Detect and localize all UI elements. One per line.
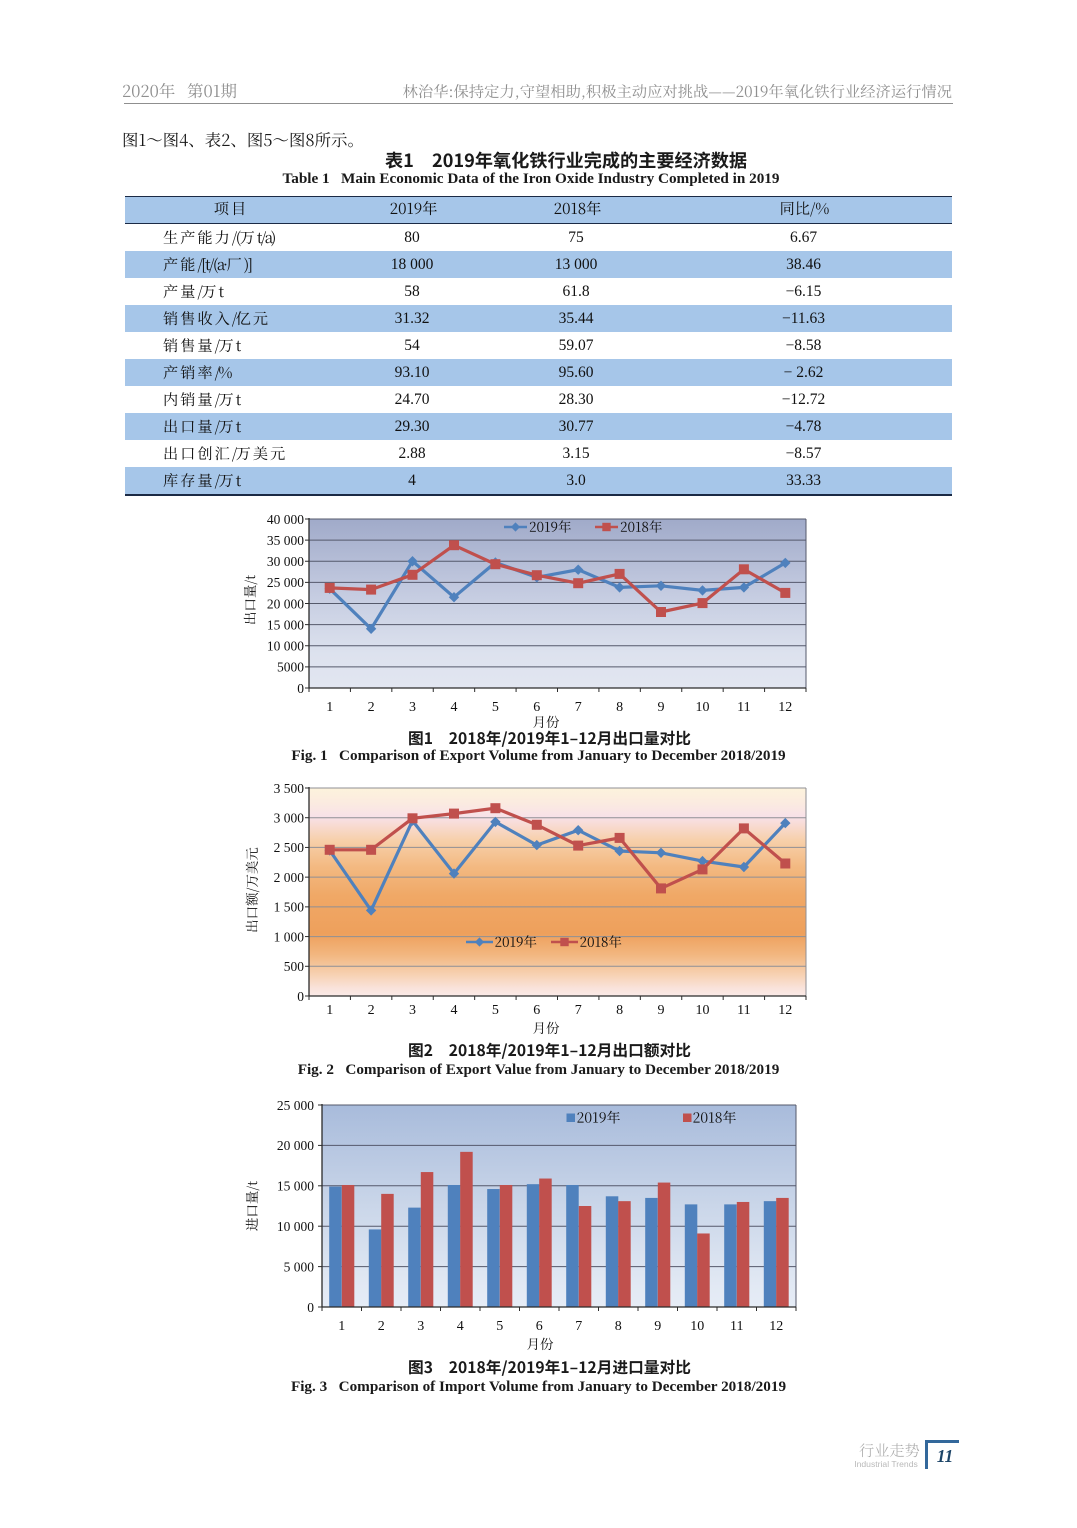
svg-text:20 000: 20 000: [267, 596, 304, 611]
svg-text:1 000: 1 000: [274, 929, 305, 944]
svg-text:11: 11: [737, 700, 750, 715]
svg-text:500: 500: [284, 959, 305, 974]
svg-text:6: 6: [533, 700, 540, 715]
svg-text:11: 11: [737, 1003, 750, 1018]
svg-text:7: 7: [575, 700, 582, 715]
svg-text:8: 8: [616, 1003, 623, 1018]
svg-text:10 000: 10 000: [267, 639, 304, 654]
svg-text:2 500: 2 500: [274, 840, 305, 855]
svg-text:30 000: 30 000: [267, 554, 304, 569]
svg-text:5: 5: [492, 700, 499, 715]
svg-text:15 000: 15 000: [277, 1179, 314, 1194]
svg-text:5: 5: [496, 1319, 503, 1334]
svg-text:3: 3: [417, 1319, 424, 1334]
svg-text:5 000: 5 000: [284, 1259, 315, 1274]
svg-text:15 000: 15 000: [267, 617, 304, 632]
svg-text:0: 0: [297, 681, 304, 696]
svg-text:10: 10: [690, 1319, 704, 1334]
svg-text:9: 9: [658, 700, 665, 715]
svg-text:5000: 5000: [277, 660, 304, 675]
svg-text:9: 9: [658, 1003, 665, 1018]
svg-text:25 000: 25 000: [277, 1098, 314, 1113]
svg-text:2: 2: [368, 700, 375, 715]
svg-text:10: 10: [696, 1003, 710, 1018]
svg-text:10: 10: [696, 700, 710, 715]
svg-text:10 000: 10 000: [277, 1219, 314, 1234]
svg-text:9: 9: [654, 1319, 661, 1334]
svg-text:3 500: 3 500: [274, 781, 305, 796]
svg-text:8: 8: [616, 700, 623, 715]
svg-text:3: 3: [409, 1003, 416, 1018]
svg-text:7: 7: [575, 1003, 582, 1018]
svg-text:6: 6: [533, 1003, 540, 1018]
svg-text:35 000: 35 000: [267, 533, 304, 548]
svg-text:12: 12: [778, 700, 792, 715]
svg-text:0: 0: [307, 1300, 314, 1315]
svg-text:0: 0: [297, 989, 304, 1004]
svg-text:1 500: 1 500: [274, 900, 305, 915]
svg-text:8: 8: [615, 1319, 622, 1334]
svg-text:12: 12: [778, 1003, 792, 1018]
svg-text:4: 4: [451, 1003, 458, 1018]
svg-text:5: 5: [492, 1003, 499, 1018]
svg-text:4: 4: [451, 700, 458, 715]
svg-text:1: 1: [326, 1003, 333, 1018]
svg-text:6: 6: [536, 1319, 543, 1334]
svg-text:40 000: 40 000: [267, 512, 304, 527]
svg-text:2: 2: [368, 1003, 375, 1018]
svg-text:3: 3: [409, 700, 416, 715]
svg-text:3 000: 3 000: [274, 811, 305, 826]
svg-text:1: 1: [326, 700, 333, 715]
svg-text:2 000: 2 000: [274, 870, 305, 885]
svg-text:2: 2: [378, 1319, 385, 1334]
svg-text:25 000: 25 000: [267, 575, 304, 590]
svg-text:7: 7: [575, 1319, 582, 1334]
svg-text:11: 11: [730, 1319, 743, 1334]
svg-text:4: 4: [457, 1319, 464, 1334]
svg-text:20 000: 20 000: [277, 1138, 314, 1153]
svg-text:12: 12: [769, 1319, 783, 1334]
svg-text:1: 1: [338, 1319, 345, 1334]
